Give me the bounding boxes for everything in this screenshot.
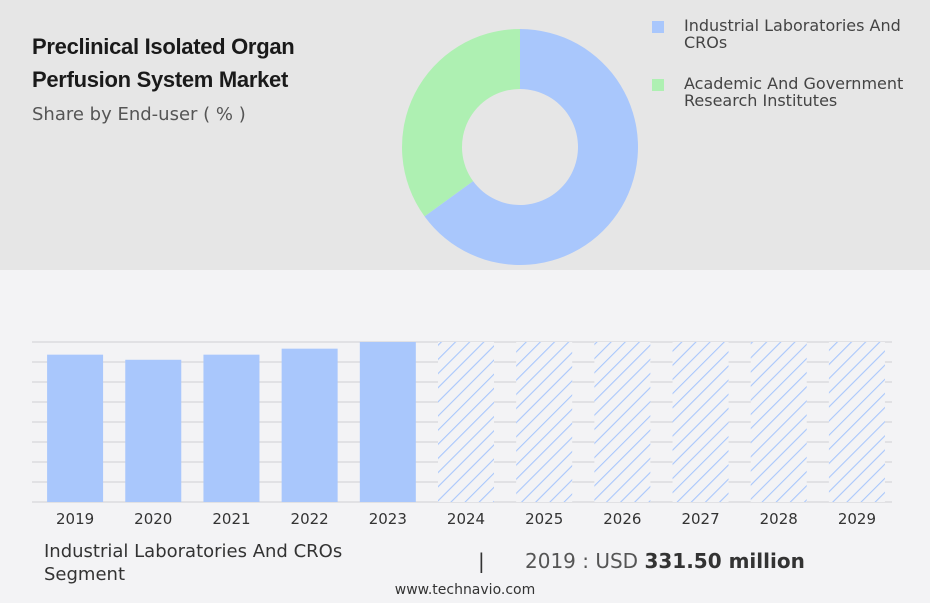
footer-segment: Industrial Laboratories And CROs Segment [44,541,343,585]
x-tick-label: 2022 [291,510,329,528]
legend-item-industrial: Industrial Laboratories And CROs [652,17,904,51]
bar-2019 [47,354,104,502]
bar-2023 [359,342,416,502]
forecast-bar-2028 [750,342,807,502]
forecast-bar-2027 [672,342,729,502]
footer-value: 2019 : USD 331.50 million [525,549,805,573]
forecast-bar-2024 [438,342,494,502]
donut-chart [402,29,638,265]
forecast-bar-2029 [828,342,885,502]
forecast-bar-2025 [516,342,573,502]
page-title: Preclinical Isolated Organ Perfusion Sys… [32,34,295,92]
bar-2020 [125,359,182,502]
legend-swatch-industrial [652,21,664,33]
footer-separator: | [478,549,485,573]
x-tick-label: 2019 [56,510,94,528]
page-subtitle: Share by End-user ( % ) [32,104,246,125]
bar-2022 [281,348,338,502]
x-tick-label: 2026 [603,510,641,528]
x-tick-label: 2023 [369,510,407,528]
legend-label-industrial: Industrial Laboratories And CROs [684,16,901,52]
forecast-bar-2026 [594,342,651,502]
legend-item-academic: Academic And Government Research Institu… [652,75,904,109]
site-url: www.technavio.com [394,582,536,598]
bar-2021 [203,354,260,502]
x-tick-label: 2029 [838,510,876,528]
x-tick-label: 2027 [681,510,719,528]
x-tick-label: 2020 [134,510,172,528]
footer-value-amount: 331.50 million [644,549,805,573]
legend-swatch-academic [652,79,664,91]
x-tick-label: 2028 [760,510,798,528]
bar-chart: 2019 2020 2021 2022 2023 2024 2025 2026 2027 2028… [32,341,892,528]
x-tick-label: 2024 [447,510,485,528]
footer-year-label: 2019 : USD [525,549,639,573]
donut-slice-industrial [424,29,638,265]
donut-slice-academic [402,29,520,217]
legend-label-academic: Academic And Government Research Institu… [684,74,904,110]
x-tick-label: 2021 [212,510,250,528]
x-tick-label: 2025 [525,510,563,528]
